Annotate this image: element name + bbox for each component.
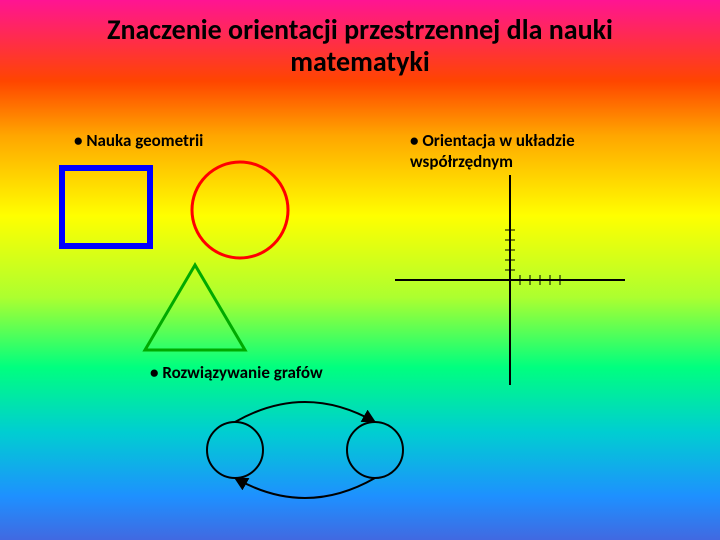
- bullet-coords-line1: Orientacja w układzie: [422, 130, 574, 151]
- graph-edge-top: [235, 402, 375, 422]
- bullet-graphs: Rozwiązywanie grafów: [150, 362, 323, 383]
- bullet-geometry-label: Nauka geometrii: [86, 130, 203, 151]
- diagram-layer: [0, 0, 720, 540]
- shape-triangle: [145, 265, 245, 350]
- bullet-graphs-label: Rozwiązywanie grafów: [162, 362, 322, 383]
- graph-edge-bottom: [235, 478, 375, 498]
- bullet-geometry: Nauka geometrii: [74, 130, 203, 151]
- graph-node: [347, 422, 403, 478]
- bullet-coords: Orientacja w układzie współrzędnym: [410, 130, 670, 172]
- bullet-coords-line2: współrzędnym: [410, 151, 670, 172]
- page-title: Znaczenie orientacji przestrzennej dla n…: [0, 14, 720, 78]
- shape-square: [62, 168, 150, 246]
- title-line-1: Znaczenie orientacji przestrzennej dla n…: [107, 12, 613, 47]
- shape-circle: [192, 162, 288, 258]
- graph-node: [207, 422, 263, 478]
- title-line-2: matematyki: [290, 44, 429, 79]
